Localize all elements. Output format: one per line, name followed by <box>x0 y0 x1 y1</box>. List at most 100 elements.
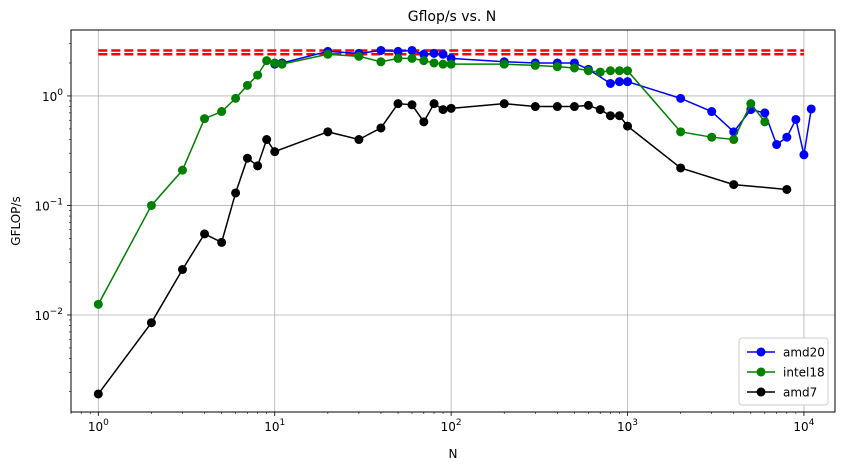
data-point-amd7 <box>376 123 386 133</box>
x-axis-label: N <box>449 447 458 461</box>
data-point-amd20 <box>429 48 439 58</box>
y-tick-label: 10−2 <box>34 307 63 323</box>
data-point-amd7 <box>146 318 156 328</box>
data-point-intel18 <box>429 58 439 68</box>
data-point-intel18 <box>446 59 456 69</box>
data-point-amd7 <box>231 188 241 198</box>
data-point-amd20 <box>393 46 403 56</box>
data-point-intel18 <box>253 70 263 80</box>
data-point-amd7 <box>177 265 187 275</box>
data-point-intel18 <box>200 114 210 124</box>
data-point-intel18 <box>623 66 633 76</box>
legend-marker-amd20 <box>756 347 766 357</box>
data-point-amd7 <box>429 99 439 109</box>
legend-label-amd20: amd20 <box>783 346 825 360</box>
data-point-amd7 <box>262 135 272 145</box>
data-point-intel18 <box>438 59 448 69</box>
data-point-intel18 <box>707 132 717 142</box>
data-point-amd7 <box>499 99 509 109</box>
data-point-amd7 <box>253 161 263 171</box>
data-point-amd20 <box>707 107 717 117</box>
data-point-amd7 <box>419 117 429 127</box>
data-point-amd7 <box>595 105 605 115</box>
data-point-amd7 <box>605 111 615 121</box>
data-point-intel18 <box>277 59 287 69</box>
data-point-amd20 <box>419 49 429 59</box>
data-point-amd7 <box>569 102 579 112</box>
data-point-amd7 <box>782 184 792 194</box>
data-point-intel18 <box>354 51 364 61</box>
data-point-intel18 <box>146 200 156 210</box>
data-point-amd7 <box>200 229 210 239</box>
data-point-amd7 <box>242 153 252 163</box>
y-tick-label: 10−1 <box>34 197 63 213</box>
data-point-amd20 <box>376 45 386 55</box>
data-point-amd20 <box>782 132 792 142</box>
data-point-intel18 <box>746 99 756 109</box>
legend-label-amd7: amd7 <box>783 386 817 400</box>
data-point-intel18 <box>729 135 739 145</box>
data-point-amd7 <box>614 111 624 121</box>
x-tick-label: 103 <box>617 418 638 434</box>
data-point-amd7 <box>583 100 593 110</box>
data-point-amd20 <box>760 108 770 118</box>
data-point-amd7 <box>407 100 417 110</box>
data-point-amd7 <box>93 389 103 399</box>
x-tick-label: 101 <box>264 418 285 434</box>
data-point-intel18 <box>760 117 770 127</box>
data-point-amd20 <box>791 114 801 124</box>
data-point-amd7 <box>323 127 333 137</box>
data-point-intel18 <box>393 53 403 63</box>
data-point-intel18 <box>595 67 605 77</box>
legend-label-intel18: intel18 <box>783 366 825 380</box>
data-point-intel18 <box>376 57 386 67</box>
data-point-amd7 <box>217 237 227 247</box>
data-point-amd7 <box>552 102 562 112</box>
data-point-amd7 <box>676 163 686 173</box>
data-point-intel18 <box>93 299 103 309</box>
data-point-intel18 <box>569 63 579 73</box>
data-point-intel18 <box>605 66 615 76</box>
data-point-amd7 <box>393 99 403 109</box>
data-point-amd7 <box>270 147 280 157</box>
data-point-intel18 <box>323 49 333 59</box>
y-tick-label: 100 <box>42 88 63 104</box>
data-point-amd7 <box>729 180 739 190</box>
data-point-amd7 <box>446 103 456 113</box>
data-point-amd20 <box>806 104 816 114</box>
data-point-intel18 <box>499 59 509 69</box>
series-intel18 <box>93 49 770 309</box>
data-point-amd7 <box>354 135 364 145</box>
data-point-amd20 <box>614 77 624 87</box>
data-point-amd20 <box>438 49 448 59</box>
data-point-intel18 <box>419 56 429 66</box>
data-point-intel18 <box>583 66 593 76</box>
data-point-amd7 <box>530 102 540 112</box>
x-tick-label: 102 <box>441 418 462 434</box>
data-point-intel18 <box>217 107 227 117</box>
data-point-intel18 <box>552 62 562 72</box>
legend-marker-amd7 <box>756 387 766 397</box>
data-point-intel18 <box>614 66 624 76</box>
legend-marker-intel18 <box>756 367 766 377</box>
data-point-intel18 <box>676 127 686 137</box>
data-point-amd20 <box>799 150 809 160</box>
x-tick-label: 100 <box>88 418 109 434</box>
data-point-intel18 <box>242 80 252 90</box>
grid <box>71 30 835 412</box>
data-point-amd20 <box>605 78 615 88</box>
data-point-amd20 <box>676 93 686 103</box>
series-layer <box>93 45 816 399</box>
axis-ticks: 100 101 102 103 104 10−2 10−1 100 <box>34 43 815 434</box>
legend: amd20 intel18 amd7 <box>738 337 829 406</box>
data-point-intel18 <box>270 58 280 68</box>
x-tick-label: 104 <box>793 418 814 434</box>
data-point-amd7 <box>438 105 448 115</box>
series-amd7 <box>93 99 792 399</box>
chart-title: Gflop/s vs. N <box>408 9 497 25</box>
plot-area-frame <box>70 29 836 413</box>
data-point-amd7 <box>623 121 633 131</box>
data-point-intel18 <box>231 93 241 103</box>
